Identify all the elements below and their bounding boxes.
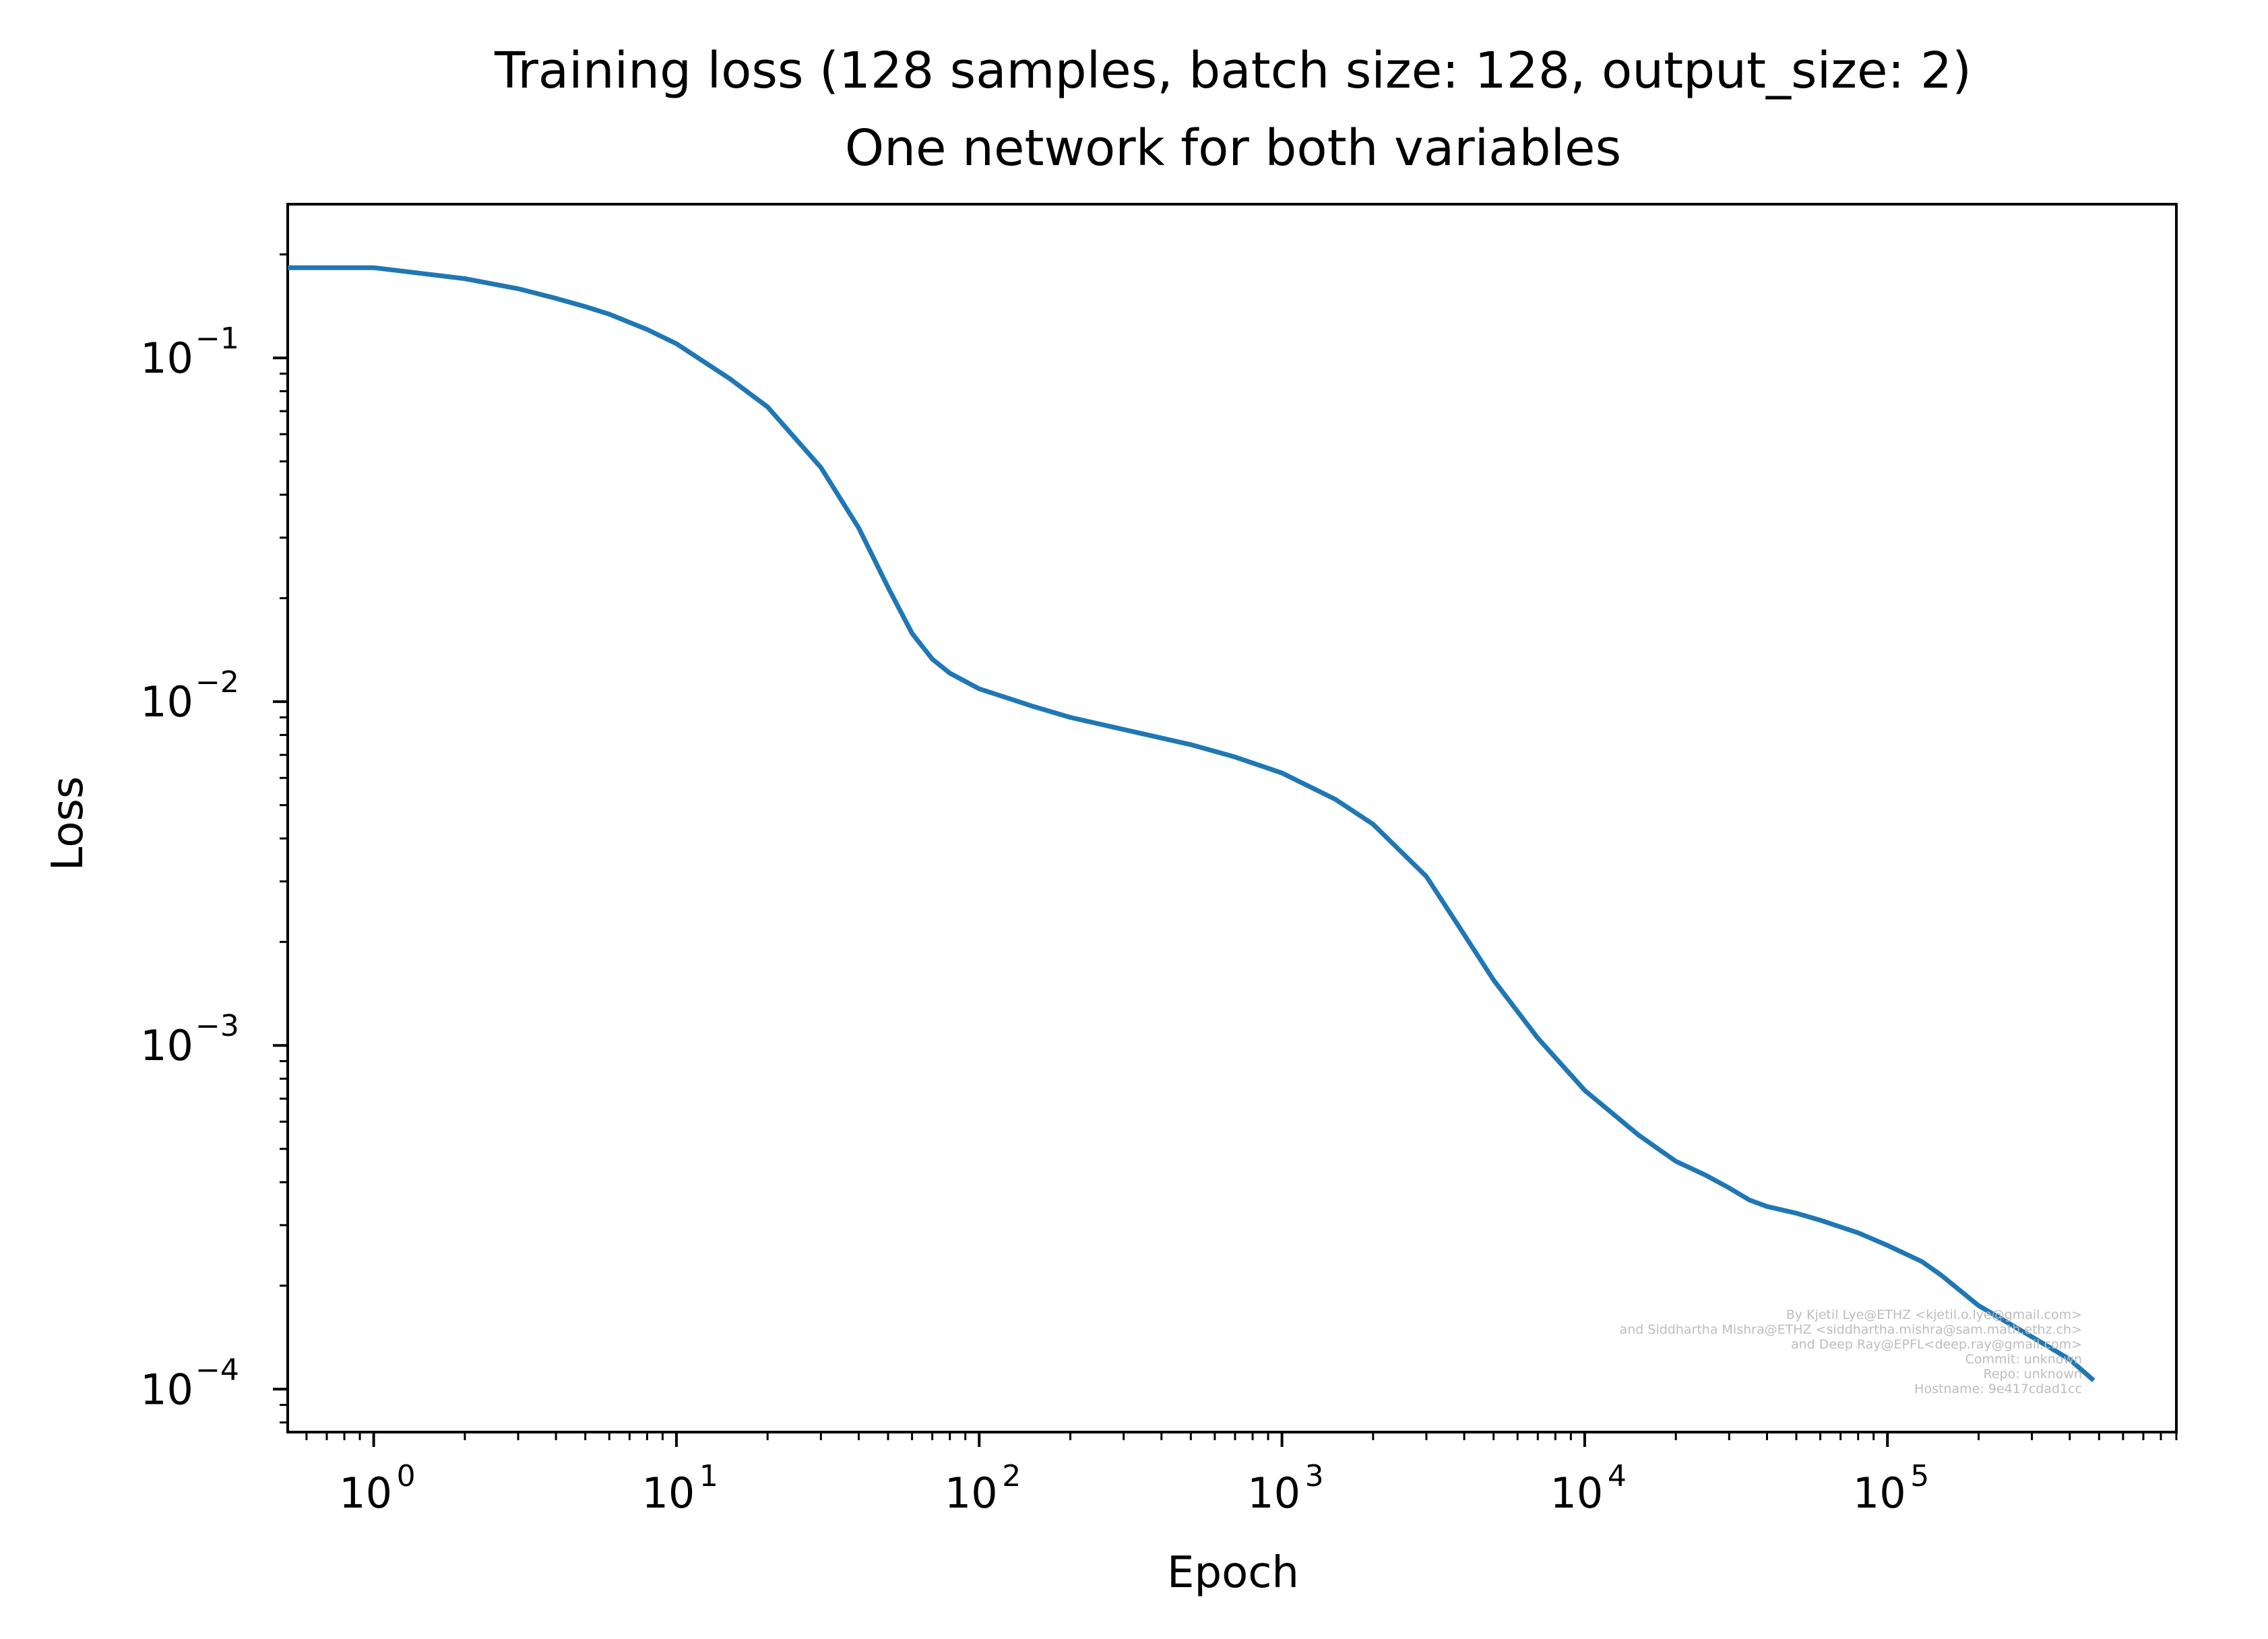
credit-line: Hostname: 9e417cdad1cc	[1914, 1382, 2082, 1396]
x-tick-exponent: 4	[1608, 1459, 1627, 1493]
x-tick-exponent: 5	[1910, 1459, 1929, 1493]
y-tick-label: 10	[140, 1365, 193, 1414]
x-axis-label: Epoch	[1167, 1548, 1299, 1598]
x-axis-ticks: 10 0 10 1 10 2 10 3 10 4 10 5	[305, 1432, 2178, 1518]
chart-title: Training loss (128 samples, batch size: …	[494, 42, 1972, 100]
plot-frame	[286, 203, 2178, 1433]
x-tick-label: 10	[1853, 1468, 1906, 1518]
loss-series-line-0	[288, 265, 2096, 1383]
credit-line: and Deep Ray@EPFL<deep.ray@gmail.com>	[1791, 1337, 2082, 1352]
y-tick-exponent: −1	[195, 321, 239, 356]
credit-line: Repo: unknown	[1984, 1367, 2083, 1382]
credits-watermark: By Kjetil Lye@ETHZ <kjetil.o.lye@gmail.c…	[1620, 1307, 2082, 1396]
credit-line: and Siddhartha Mishra@ETHZ <siddhartha.m…	[1620, 1322, 2082, 1337]
x-tick-label: 10	[1550, 1468, 1603, 1518]
plot-area	[286, 203, 2178, 1433]
y-tick-exponent: −3	[195, 1009, 239, 1043]
y-tick-label: 10	[140, 334, 193, 383]
y-tick-label: 10	[140, 1021, 193, 1070]
x-tick-label: 10	[339, 1468, 392, 1518]
y-tick-exponent: −4	[195, 1353, 239, 1387]
y-tick-exponent: −2	[195, 665, 239, 700]
x-tick-exponent: 1	[699, 1459, 718, 1493]
x-tick-label: 10	[1247, 1468, 1300, 1518]
y-tick-label: 10	[140, 677, 193, 726]
x-tick-label: 10	[945, 1468, 998, 1518]
chart-subtitle: One network for both variables	[845, 119, 1621, 177]
x-tick-exponent: 0	[397, 1459, 416, 1493]
x-tick-label: 10	[641, 1468, 695, 1518]
data-layer	[288, 265, 2096, 1383]
x-tick-exponent: 3	[1305, 1459, 1324, 1493]
y-axis-ticks: 10−110−210−310−4	[140, 253, 288, 1424]
credit-line: Commit: unknown	[1965, 1352, 2082, 1367]
x-tick-exponent: 2	[1002, 1459, 1021, 1493]
y-axis-label: Loss	[43, 776, 93, 871]
credit-line: By Kjetil Lye@ETHZ <kjetil.o.lye@gmail.c…	[1786, 1307, 2082, 1322]
